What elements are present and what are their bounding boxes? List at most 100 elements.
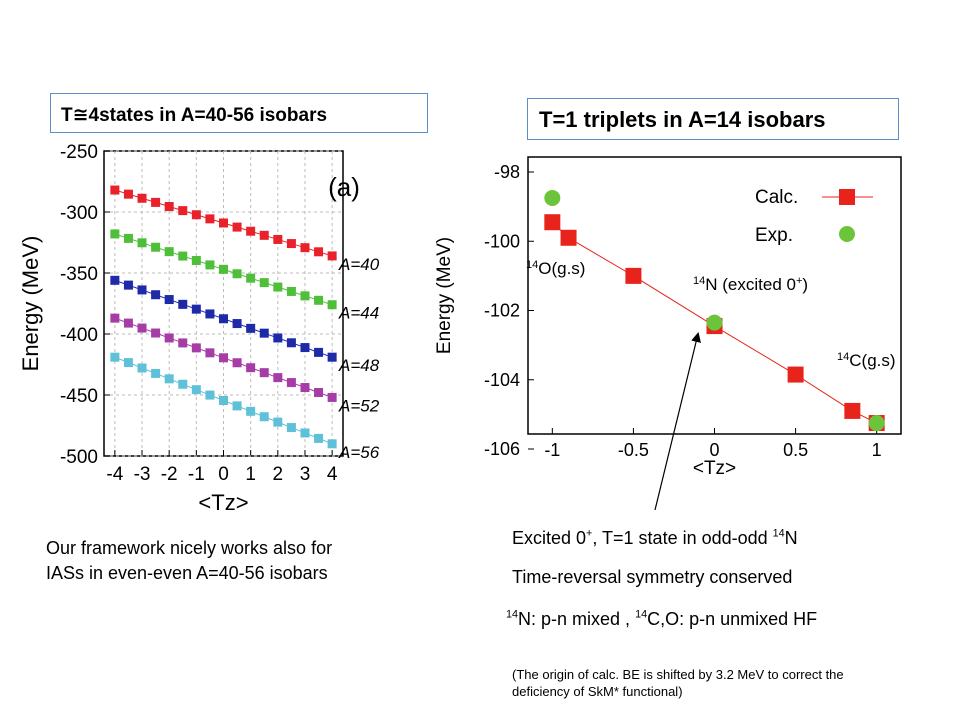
left-data-point — [286, 423, 296, 433]
left-data-point — [191, 343, 201, 353]
right-ylabel: Energy (MeV) — [434, 237, 455, 354]
legend-calc-label: Calc. — [755, 187, 798, 208]
left-data-point — [151, 242, 161, 252]
right-calc-point — [787, 366, 804, 383]
left-xtick-label: 1 — [245, 464, 256, 485]
left-xtick-label: -3 — [134, 464, 151, 485]
left-data-point — [286, 338, 296, 348]
left-data-point — [246, 406, 256, 416]
left-data-point — [123, 233, 133, 243]
left-data-point — [259, 368, 269, 378]
legend-exp-label: Exp. — [755, 225, 793, 246]
left-data-point — [151, 197, 161, 207]
annotation-14C-gs: 14C(g.s) — [837, 351, 896, 370]
left-data-point — [205, 390, 215, 400]
left-data-point — [205, 214, 215, 224]
left-data-point — [123, 280, 133, 290]
left-data-point — [246, 363, 256, 373]
right-calc-point — [560, 229, 577, 246]
left-ytick-label: -300 — [60, 203, 98, 224]
left-data-point — [191, 304, 201, 314]
right-ytick-label: -100 — [484, 231, 520, 251]
right-exp-point — [868, 415, 885, 432]
annotation-14O-gs: 14O(g.s) — [526, 259, 585, 278]
left-data-point — [273, 417, 283, 427]
left-data-point — [314, 247, 324, 257]
left-panel-label: (a) — [328, 172, 360, 202]
left-data-point — [123, 189, 133, 199]
left-data-point — [259, 230, 269, 240]
right-xtick-label: 0 — [709, 440, 719, 460]
left-data-point — [259, 328, 269, 338]
left-data-point — [137, 363, 147, 373]
left-data-point — [110, 313, 120, 323]
left-data-point — [137, 285, 147, 295]
excited-state-text: Excited 0+, T=1 state in odd-odd 14N — [512, 527, 798, 548]
left-data-point — [314, 295, 324, 305]
right-calc-point — [844, 402, 861, 419]
left-data-point — [219, 264, 228, 274]
left-data-point — [178, 379, 188, 389]
left-data-point — [314, 347, 324, 357]
left-data-point — [191, 255, 201, 265]
left-data-point — [273, 282, 283, 292]
pn-mixing-text: 14N: p-n mixed , 14C,O: p-n unmixed HF — [506, 608, 818, 629]
left-data-point — [137, 238, 147, 248]
left-data-point — [219, 314, 228, 324]
left-xtick-label: 3 — [300, 464, 311, 485]
left-data-point — [327, 251, 337, 261]
right-calc-point — [544, 214, 561, 231]
left-data-point — [300, 291, 310, 301]
right-xlabel: <Tz> — [693, 458, 736, 479]
left-data-point — [123, 318, 133, 328]
left-data-point — [191, 385, 201, 395]
left-data-point — [327, 439, 337, 449]
left-data-point — [178, 338, 188, 348]
left-series-label: A=40 — [338, 255, 380, 274]
left-data-point — [123, 358, 133, 368]
right-chart-bg — [425, 150, 905, 485]
left-data-point — [178, 299, 188, 309]
right-ytick-label: -104 — [484, 370, 520, 390]
left-data-point — [178, 206, 188, 216]
left-xtick-label: 2 — [273, 464, 284, 485]
right-calc-point — [625, 267, 642, 284]
left-data-point — [273, 333, 283, 343]
left-data-point — [110, 352, 120, 362]
right-ytick-label: -98 — [494, 162, 520, 182]
left-data-point — [286, 239, 296, 249]
left-data-point — [300, 383, 310, 393]
left-data-point — [151, 368, 161, 378]
left-series-label: A=52 — [338, 396, 380, 415]
left-data-point — [232, 269, 242, 279]
left-data-point — [110, 185, 120, 195]
left-series-label: A=48 — [338, 356, 380, 375]
right-xtick-label: 1 — [872, 440, 882, 460]
left-data-point — [164, 333, 174, 343]
left-data-point — [164, 374, 174, 384]
left-data-point — [314, 433, 324, 443]
left-ylabel: Energy (MeV) — [18, 236, 43, 372]
left-series-label: A=56 — [338, 443, 380, 462]
left-data-point — [300, 243, 310, 253]
left-data-point — [300, 343, 310, 353]
left-data-point — [314, 387, 324, 397]
left-xtick-label: -4 — [106, 464, 123, 485]
left-data-point — [246, 273, 256, 283]
right-ytick-label: -102 — [484, 301, 520, 321]
left-chart-bg — [8, 138, 403, 518]
left-data-point — [327, 352, 337, 362]
left-data-point — [219, 353, 228, 363]
right-exp-point — [544, 189, 561, 206]
left-data-point — [246, 226, 256, 236]
left-data-point — [151, 328, 161, 338]
right-xtick-label: 0.5 — [783, 440, 808, 460]
left-data-point — [246, 323, 256, 333]
legend-calc-marker — [839, 189, 855, 205]
left-chart: -4 -3 -2 -1 0 1 2 3 4 -250 -300 -350 -400 -450 -500 <Tz… — [8, 138, 403, 518]
left-data-point — [232, 401, 242, 411]
left-ytick-label: -500 — [60, 447, 98, 468]
left-data-point — [273, 234, 283, 244]
left-data-point — [300, 428, 310, 438]
